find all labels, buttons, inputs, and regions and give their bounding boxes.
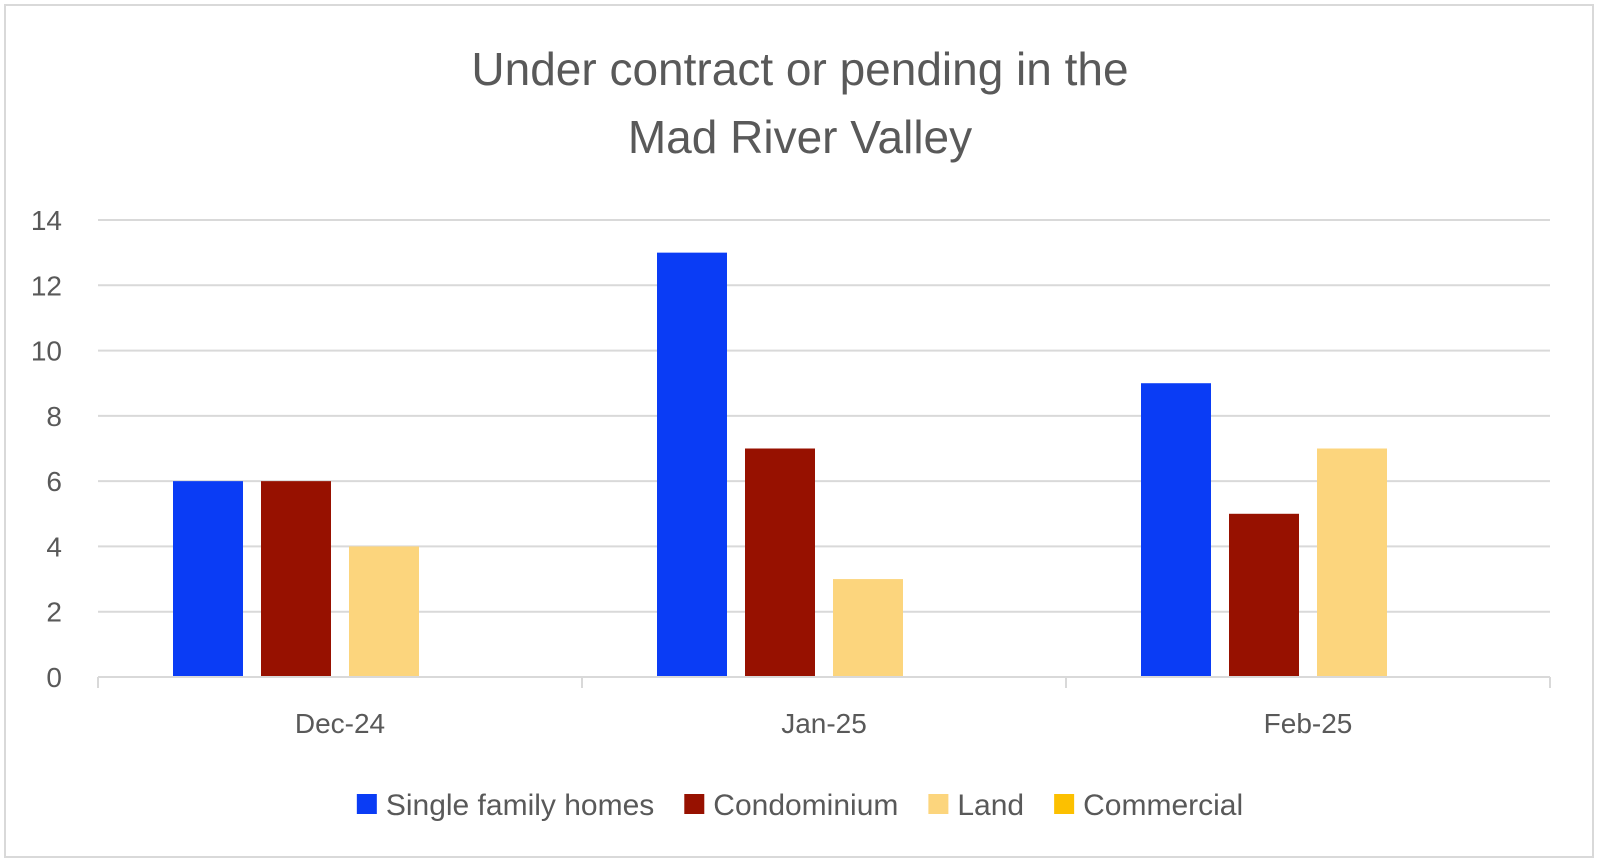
bar-single-family-homes-jan-25 (657, 252, 727, 677)
bar-condominium-dec-24 (261, 481, 331, 677)
bar-land-jan-25 (833, 579, 903, 677)
legend-label: Land (957, 789, 1024, 822)
x-tick-label: Feb-25 (1264, 708, 1353, 739)
legend-label: Condominium (713, 789, 898, 822)
bar-condominium-jan-25 (745, 448, 815, 677)
legend-swatch (928, 794, 949, 814)
legend-label: Single family homes (386, 789, 654, 822)
bar-single-family-homes-feb-25 (1141, 383, 1211, 677)
bars (173, 252, 1387, 677)
bar-condominium-feb-25 (1229, 513, 1299, 677)
gridlines (98, 219, 1550, 613)
y-tick-label: 2 (46, 597, 62, 628)
legend-swatch (356, 794, 377, 814)
bar-single-family-homes-dec-24 (173, 481, 243, 677)
bar-land-feb-25 (1317, 448, 1387, 677)
legend: Single family homes Condominium Land Commer… (356, 789, 1243, 822)
y-tick-label: 12 (31, 270, 62, 301)
legend-swatch (684, 794, 705, 814)
bar-land-dec-24 (349, 546, 419, 677)
legend-swatch (1054, 794, 1075, 814)
y-tick-label: 6 (46, 466, 62, 497)
x-tick-label: Jan-25 (781, 708, 867, 739)
chart-title-line-1: Under contract or pending in the (471, 43, 1128, 95)
y-tick-label: 10 (31, 336, 62, 367)
chart-frame (4, 4, 1594, 858)
legend-label: Commercial (1083, 789, 1243, 822)
chart-title-line-2: Mad River Valley (628, 111, 972, 163)
y-tick-label: 8 (46, 401, 62, 432)
y-tick-label: 0 (46, 662, 62, 693)
y-tick-label: 4 (46, 531, 62, 562)
axes: 0 2 4 6 8 10 12 14 Dec-24 Jan-25 Feb-25 (31, 205, 1551, 739)
x-tick-label: Dec-24 (295, 708, 385, 739)
y-tick-label: 14 (31, 205, 62, 236)
